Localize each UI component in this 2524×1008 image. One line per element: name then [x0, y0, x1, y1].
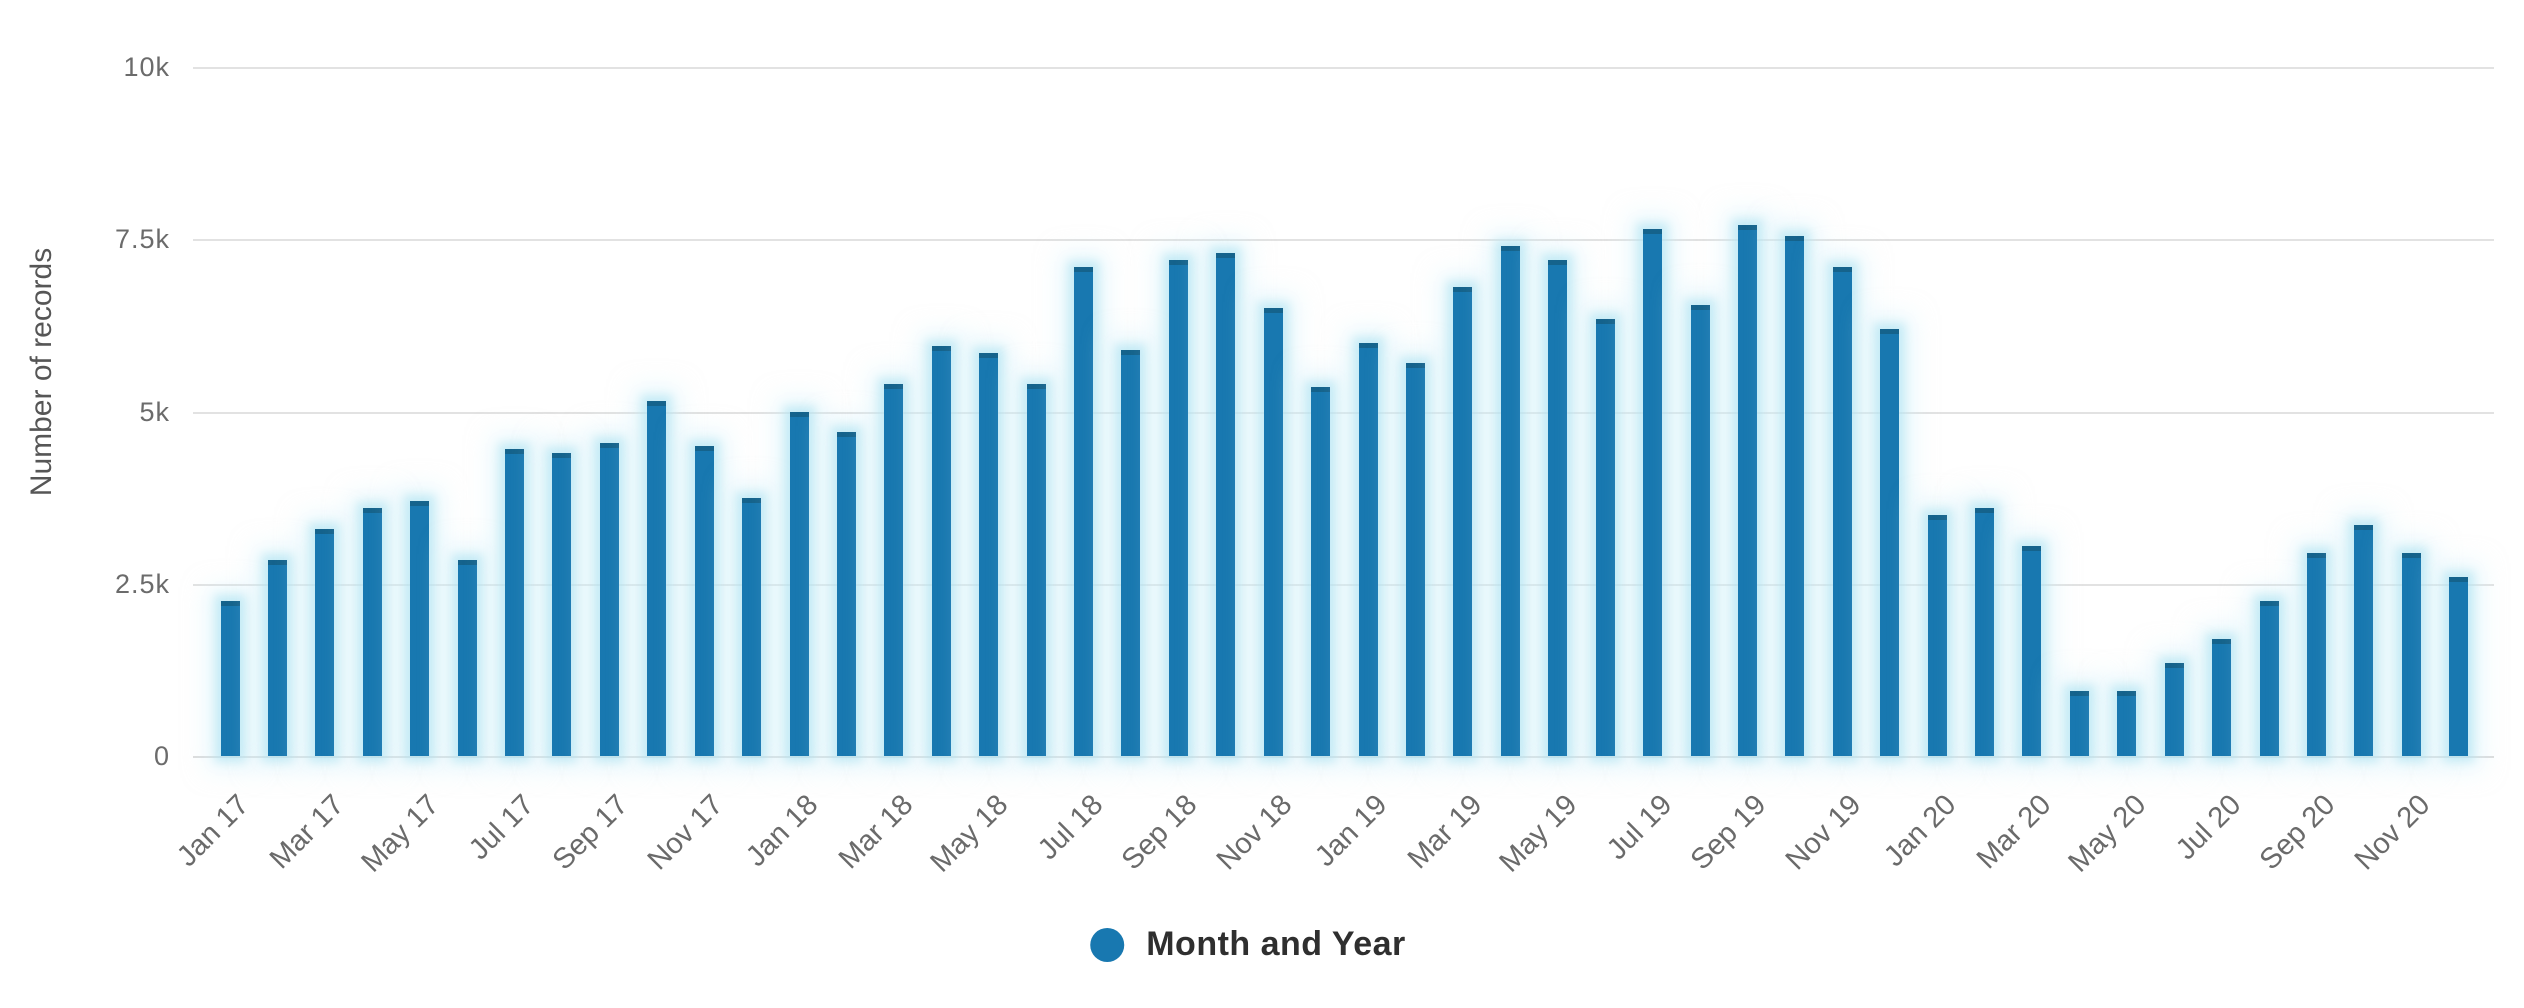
- bar[interactable]: [315, 528, 335, 756]
- legend[interactable]: Month and Year: [1090, 925, 1406, 964]
- bar[interactable]: [1074, 266, 1094, 756]
- bar[interactable]: [2212, 638, 2232, 756]
- bar[interactable]: [789, 411, 809, 756]
- bar[interactable]: [836, 432, 856, 756]
- bar[interactable]: [220, 600, 240, 756]
- bar[interactable]: [1975, 507, 1995, 756]
- bar[interactable]: [1690, 304, 1710, 756]
- bar[interactable]: [1737, 225, 1757, 756]
- y-tick-label: 7.5k: [114, 224, 170, 255]
- legend-marker-dot-icon: [1090, 927, 1125, 962]
- bar[interactable]: [362, 507, 382, 756]
- plot-area: [193, 67, 2494, 758]
- bar[interactable]: [2306, 552, 2326, 756]
- y-tick-label: 5k: [139, 396, 170, 427]
- bar[interactable]: [1026, 383, 1046, 756]
- bar[interactable]: [1216, 253, 1236, 756]
- y-tick-label: 2.5k: [114, 568, 170, 599]
- bar[interactable]: [1406, 363, 1425, 756]
- gridline-7.5k: [193, 239, 2494, 242]
- bar[interactable]: [1263, 308, 1283, 756]
- bar[interactable]: [1832, 266, 1852, 756]
- bar[interactable]: [1358, 342, 1378, 756]
- gridline-0: [193, 756, 2494, 758]
- bar[interactable]: [2117, 690, 2137, 756]
- bar[interactable]: [1500, 246, 1520, 756]
- bar[interactable]: [1595, 318, 1615, 756]
- bar[interactable]: [2164, 663, 2184, 756]
- bar[interactable]: [1785, 235, 1805, 756]
- bar[interactable]: [552, 452, 572, 756]
- bar[interactable]: [931, 346, 951, 756]
- bar[interactable]: [2354, 525, 2374, 756]
- bar[interactable]: [1643, 228, 1663, 756]
- bar[interactable]: [979, 352, 999, 756]
- bar[interactable]: [1311, 387, 1331, 756]
- bar[interactable]: [599, 442, 619, 756]
- bar[interactable]: [1453, 287, 1473, 756]
- bar[interactable]: [1121, 349, 1141, 756]
- bar[interactable]: [1548, 259, 1568, 756]
- gridline-5k: [193, 411, 2494, 414]
- y-tick-label: 0: [153, 741, 170, 771]
- bar[interactable]: [742, 497, 762, 756]
- bar[interactable]: [2022, 545, 2042, 756]
- bar[interactable]: [1168, 259, 1188, 756]
- bar[interactable]: [884, 383, 904, 756]
- bar[interactable]: [1927, 514, 1947, 756]
- bar[interactable]: [2449, 576, 2469, 756]
- bar[interactable]: [410, 501, 430, 756]
- gridline-2.5k: [193, 583, 2494, 586]
- bar[interactable]: [647, 401, 667, 756]
- bar[interactable]: [457, 559, 477, 756]
- bar[interactable]: [2259, 600, 2279, 756]
- y-tick-label: 10k: [123, 52, 170, 82]
- bar[interactable]: [2401, 552, 2421, 756]
- bar[interactable]: [267, 559, 287, 756]
- bar[interactable]: [2069, 690, 2089, 756]
- bar[interactable]: [505, 449, 525, 756]
- bar[interactable]: [1880, 328, 1900, 756]
- gridline-10k: [193, 67, 2494, 69]
- bar[interactable]: [694, 445, 714, 756]
- legend-label: Month and Year: [1146, 925, 1406, 963]
